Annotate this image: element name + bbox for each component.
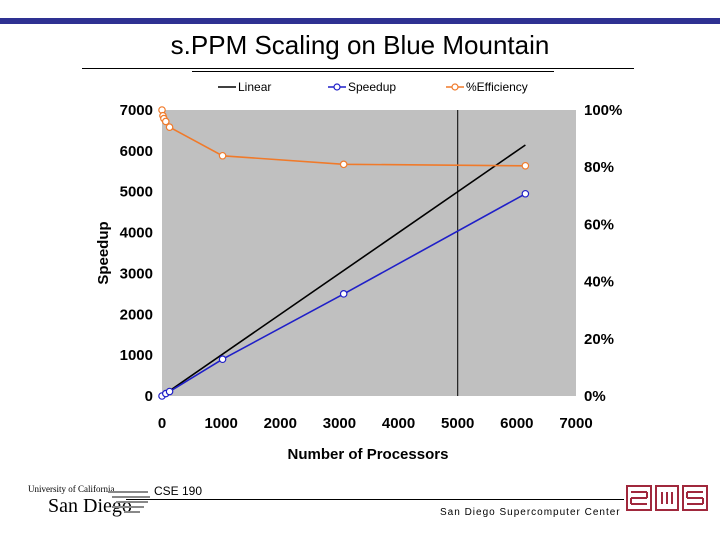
ucsd-logo: University of California San Diego [28,484,156,520]
x-tick-label: 7000 [559,415,592,432]
y2-tick-label: 40% [584,274,614,291]
legend-box [192,72,554,100]
data-point-efficiency [339,160,348,169]
data-point-speedup [339,290,348,298]
y-tick-label: 0 [145,388,153,405]
data-point-speedup [218,355,227,364]
sdsc-logo-icon [626,485,708,511]
data-point-efficiency [165,123,174,131]
legend-label: Linear [238,80,271,94]
data-point-speedup [521,189,530,198]
y2-tick-label: 100% [584,102,622,119]
x-tick-label: 3000 [323,415,356,432]
chart-legend: Linear Speedup %Efficiency [192,72,554,100]
title-rule [82,68,634,69]
sdsc-logo-block [661,492,673,504]
x-tick-label: 1000 [204,415,237,432]
data-point-efficiency [161,117,170,126]
sdsc-logo-block [626,485,652,511]
legend-marker [333,83,341,91]
x-axis-title: Number of Processors [288,446,449,463]
data-point-speedup [165,387,174,396]
title-rule-short [192,71,554,72]
x-tick-label: 6000 [500,415,533,432]
y-tick-label: 2000 [120,306,153,323]
y-tick-label: 5000 [120,184,153,201]
ucsd-logo-big-text: San Diego [48,495,132,517]
data-point-efficiency [521,161,530,170]
y-tick-label: 1000 [120,347,153,364]
footer-rule [126,499,624,500]
y-tick-label: 7000 [120,102,153,119]
y-axis-title: Speedup [95,221,112,284]
sdsc-logo-block [682,485,708,511]
course-label: CSE 190 [154,484,203,498]
y-tick-label: 3000 [120,265,153,282]
sdsc-logo-block [630,491,648,505]
y2-tick-label: 0% [584,388,606,405]
x-tick-label: 0 [158,415,166,432]
slide-title: s.PPM Scaling on Blue Mountain [170,30,550,60]
x-tick-label: 4000 [382,415,415,432]
sdsc-logo-block [655,485,679,511]
x-tick-label: 5000 [441,415,474,432]
y-tick-label: 4000 [120,225,153,242]
top-accent-bar [0,18,720,24]
legend-label: Speedup [348,80,396,94]
y2-tick-label: 20% [584,331,614,348]
y2-tick-label: 60% [584,216,614,233]
y2-tick-label: 80% [584,159,614,176]
ucsd-logo-small-text: University of California [28,484,115,494]
legend-marker [451,83,459,91]
speedup-chart: Linear Speedup %Efficiency 0 1000 2000 3000 40… [95,72,623,463]
ucsd-swoosh-icon [108,491,150,513]
sdsc-name: San Diego Supercomputer Center [440,507,621,518]
data-point-efficiency [218,151,227,160]
sdsc-logo [626,484,710,514]
y-tick-label: 6000 [120,143,153,160]
legend-label: %Efficiency [466,80,528,94]
x-tick-label: 2000 [264,415,297,432]
sdsc-logo-block [686,491,704,505]
series-line-linear [161,144,526,397]
